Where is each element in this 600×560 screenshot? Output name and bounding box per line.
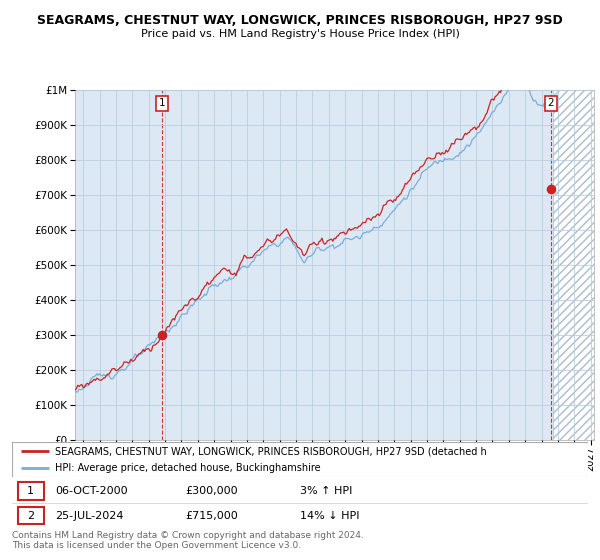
Text: 1: 1 [27,486,34,496]
Bar [553,90,600,440]
Text: 1: 1 [159,99,166,108]
Bar [553,90,600,440]
Text: Price paid vs. HM Land Registry's House Price Index (HPI): Price paid vs. HM Land Registry's House … [140,29,460,39]
Text: 25-JUL-2024: 25-JUL-2024 [55,511,124,521]
Text: HPI: Average price, detached house, Buckinghamshire: HPI: Average price, detached house, Buck… [55,463,321,473]
FancyBboxPatch shape [18,507,44,524]
Point [157,330,167,339]
Text: 3% ↑ HPI: 3% ↑ HPI [300,486,352,496]
Text: SEAGRAMS, CHESTNUT WAY, LONGWICK, PRINCES RISBOROUGH, HP27 9SD: SEAGRAMS, CHESTNUT WAY, LONGWICK, PRINCE… [37,14,563,27]
Text: 06-OCT-2000: 06-OCT-2000 [55,486,128,496]
Text: 2: 2 [547,99,554,108]
Text: £715,000: £715,000 [185,511,238,521]
Text: Contains HM Land Registry data © Crown copyright and database right 2024.
This d: Contains HM Land Registry data © Crown c… [12,531,364,550]
Text: 2: 2 [27,511,34,521]
FancyBboxPatch shape [18,483,44,500]
Point [546,185,556,194]
Text: £300,000: £300,000 [185,486,238,496]
Text: SEAGRAMS, CHESTNUT WAY, LONGWICK, PRINCES RISBOROUGH, HP27 9SD (detached h: SEAGRAMS, CHESTNUT WAY, LONGWICK, PRINCE… [55,446,487,456]
Text: 14% ↓ HPI: 14% ↓ HPI [300,511,359,521]
